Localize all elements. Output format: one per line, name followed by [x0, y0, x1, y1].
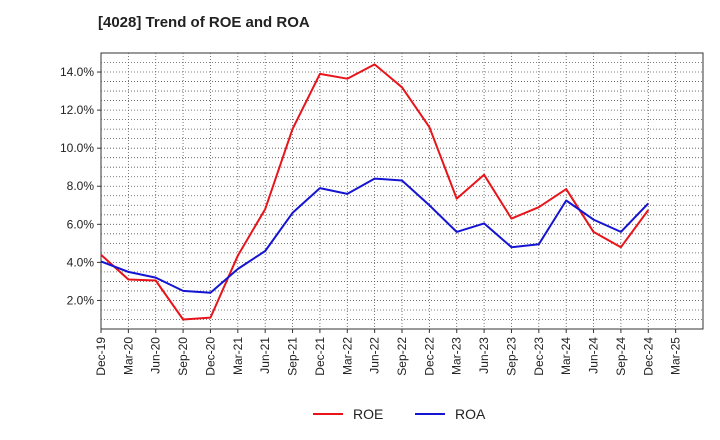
x-tick-label: Mar-20 [121, 337, 135, 375]
x-tick-label: Dec-23 [532, 337, 546, 376]
x-tick-label: Mar-23 [450, 337, 464, 375]
chart-title: [4028] Trend of ROE and ROA [98, 14, 310, 31]
x-tick-label: Sep-22 [395, 337, 409, 376]
x-axis-ticks: Dec-19 Mar-20 Jun-20 Sep-20 Dec-20 Mar-21 Jun-… [94, 329, 683, 376]
legend-label-roa: ROA [455, 406, 486, 422]
x-tick-label: Sep-23 [504, 337, 518, 376]
y-tick-label: 10.0% [60, 141, 94, 155]
grid-lines [101, 53, 703, 329]
series-line-roa [100, 177, 650, 294]
y-tick-label: 12.0% [60, 103, 94, 117]
x-tick-label: Mar-25 [669, 337, 683, 375]
x-tick-label: Jun-24 [587, 337, 601, 374]
x-tick-label: Sep-21 [286, 337, 300, 376]
x-tick-label: Jun-20 [149, 337, 163, 374]
x-tick-label: Mar-21 [231, 337, 245, 375]
y-tick-label: 14.0% [60, 65, 94, 79]
y-tick-label: 2.0% [67, 293, 95, 307]
x-tick-label: Sep-24 [614, 337, 628, 376]
legend: ROE ROA [313, 406, 486, 422]
y-tick-label: 8.0% [67, 179, 95, 193]
x-tick-label: Jun-22 [368, 337, 382, 374]
x-tick-label: Dec-22 [422, 337, 436, 376]
series-line-roe [100, 63, 650, 321]
y-tick-label: 6.0% [67, 217, 95, 231]
legend-label-roe: ROE [353, 406, 383, 422]
y-axis-ticks: 2.0% 4.0% 6.0% 8.0% 10.0% 12.0% 14.0% [60, 65, 101, 307]
x-tick-label: Jun-21 [258, 337, 272, 374]
y-tick-label: 4.0% [67, 255, 95, 269]
x-tick-label: Sep-20 [176, 337, 190, 376]
x-tick-label: Dec-24 [641, 337, 655, 376]
series-lines [100, 63, 650, 321]
x-tick-label: Mar-22 [340, 337, 354, 375]
x-tick-label: Jun-23 [477, 337, 491, 374]
x-tick-label: Dec-19 [94, 337, 108, 376]
x-tick-label: Dec-20 [203, 337, 217, 376]
x-tick-label: Mar-24 [559, 337, 573, 375]
x-tick-label: Dec-21 [313, 337, 327, 376]
